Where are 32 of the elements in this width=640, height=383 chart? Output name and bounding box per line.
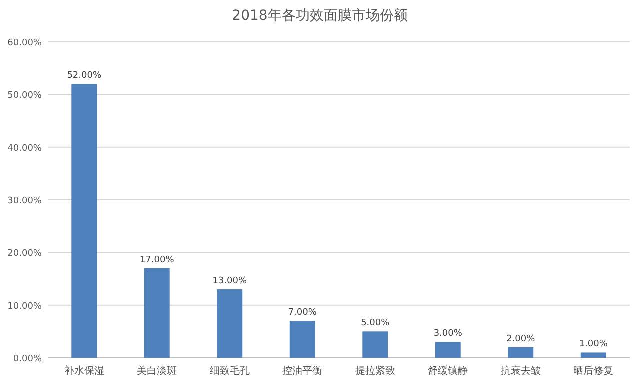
bar bbox=[144, 268, 170, 358]
x-tick-label: 舒缓镇静 bbox=[428, 365, 468, 377]
bar bbox=[290, 321, 316, 358]
bar bbox=[217, 290, 243, 358]
data-label: 3.00% bbox=[434, 329, 463, 340]
x-tick-label: 控油平衡 bbox=[282, 365, 323, 377]
x-tick-label: 细致毛孔 bbox=[210, 365, 250, 377]
bar bbox=[435, 342, 461, 358]
x-tick-label: 晒后修复 bbox=[574, 365, 614, 377]
y-tick-label: 20.00% bbox=[8, 249, 42, 260]
data-label: 5.00% bbox=[361, 318, 390, 329]
bar bbox=[580, 352, 606, 358]
y-tick-label: 10.00% bbox=[8, 302, 42, 312]
title: 2018年各功效面膜市场份额 bbox=[232, 8, 408, 24]
y-tick-label: 40.00% bbox=[8, 144, 42, 154]
x-tick-label: 美白淡斑 bbox=[137, 365, 178, 377]
bar bbox=[362, 332, 388, 358]
y-tick-label: 50.00% bbox=[8, 91, 42, 102]
data-label: 2.00% bbox=[506, 334, 536, 344]
bar bbox=[508, 347, 534, 358]
x-tick-label: 提拉紧致 bbox=[355, 365, 396, 377]
y-tick-label: 0.00% bbox=[13, 354, 42, 364]
data-label: 17.00% bbox=[140, 255, 175, 266]
data-label: 7.00% bbox=[288, 308, 318, 318]
data-label: 1.00% bbox=[579, 340, 608, 350]
x-tick-label: 补水保湿 bbox=[64, 365, 104, 377]
data-label: 52.00% bbox=[67, 71, 102, 82]
bar bbox=[72, 84, 98, 358]
y-tick-label: 30.00% bbox=[8, 196, 42, 206]
data-label: 13.00% bbox=[212, 276, 248, 287]
x-tick-label: 抗衰去皱 bbox=[500, 365, 541, 377]
y-tick-label: 60.00% bbox=[8, 38, 42, 48]
